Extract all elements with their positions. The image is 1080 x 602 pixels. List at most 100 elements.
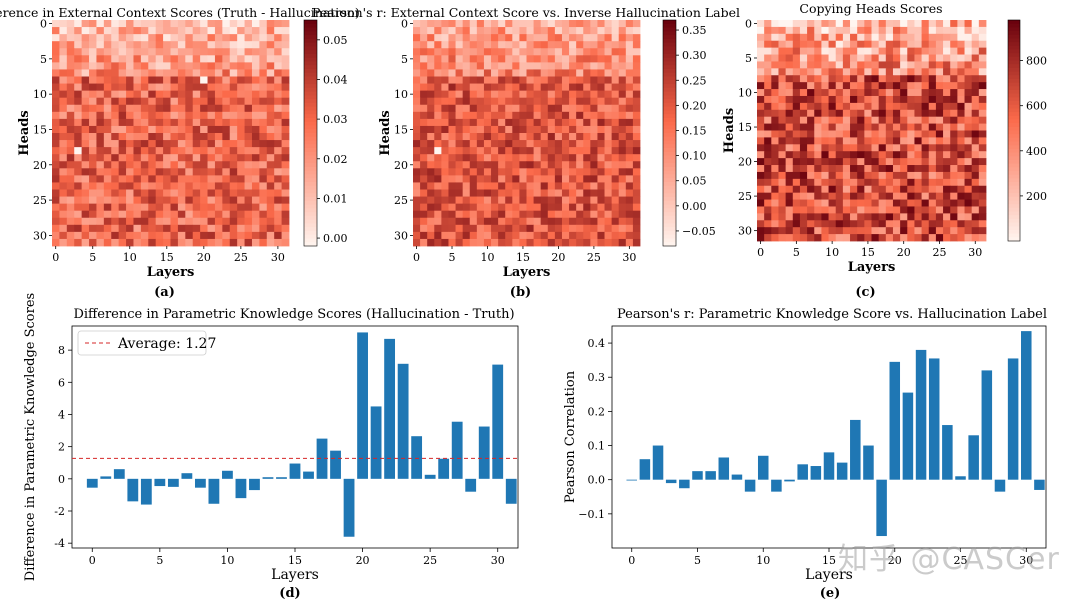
heat-cell (259, 20, 268, 28)
bar (397, 363, 409, 479)
heat-cell (857, 116, 865, 124)
heat-cell (266, 154, 275, 162)
heat-cell (441, 55, 449, 63)
heat-cell (266, 140, 275, 148)
heat-cell (907, 199, 915, 207)
heat-cell (757, 165, 765, 173)
heat-cell (625, 161, 634, 169)
heat-cell (512, 175, 520, 183)
heat-cell (74, 125, 83, 134)
heat-cell (413, 203, 421, 212)
heat-cell (885, 171, 894, 180)
heat-cell (964, 47, 973, 55)
heat-cell (814, 20, 822, 28)
heat-cell (914, 178, 922, 187)
heat-cell (885, 68, 894, 76)
heat-cell (207, 231, 216, 240)
heat-cell (476, 104, 485, 113)
heat-cell (251, 34, 260, 42)
heat-cell (126, 76, 134, 84)
heat-cell (52, 175, 60, 183)
colorbar-segment (1008, 89, 1020, 95)
heat-cell (140, 154, 149, 162)
heat-cell (964, 165, 973, 173)
heat-cell (155, 196, 164, 205)
heat-cell (259, 34, 268, 42)
heat-cell (274, 238, 282, 247)
heat-cell (554, 168, 563, 176)
heat-cell (74, 210, 83, 219)
heat-cell (512, 196, 520, 205)
heat-cell (434, 154, 442, 162)
heat-cell (540, 69, 549, 77)
heat-cell (140, 69, 149, 77)
heat-cell (828, 199, 837, 207)
heat-cell (799, 68, 808, 76)
heat-cell (266, 161, 275, 169)
heat-cell (281, 168, 290, 176)
heat-cell (214, 147, 223, 155)
heat-cell (163, 118, 171, 127)
bar (235, 478, 247, 499)
heat-cell (237, 83, 245, 92)
heat-cell (52, 69, 60, 77)
heat-cell (140, 238, 149, 247)
heat-cell (583, 133, 591, 141)
heat-cell (950, 102, 958, 111)
heat-cell (950, 26, 958, 35)
heat-cell (441, 90, 449, 99)
bar (167, 478, 179, 487)
heat-cell (907, 165, 915, 173)
heat-cell (871, 68, 880, 76)
heat-cell (785, 54, 794, 62)
heat-cell (251, 210, 260, 219)
heat-cell (785, 61, 794, 69)
heat-cell (177, 41, 186, 49)
heat-cell (807, 137, 815, 145)
heat-cell (89, 111, 97, 120)
heat-cell (148, 140, 157, 148)
heat-cell (266, 203, 275, 212)
heat-cell (491, 147, 499, 155)
heat-cell (632, 55, 641, 63)
heat-cell (885, 123, 894, 131)
heat-cell (476, 90, 485, 99)
heat-cell (89, 210, 97, 219)
heat-cell (935, 47, 944, 55)
heat-cell (842, 40, 851, 49)
colorbar-segment (304, 230, 317, 236)
heat-cell (792, 234, 801, 242)
heat-cell (900, 227, 908, 235)
heat-cell (462, 125, 471, 134)
heat-cell (569, 55, 577, 63)
heat-cell (222, 27, 231, 35)
heat-cell (943, 192, 951, 200)
heat-cell (561, 97, 570, 106)
heat-cell (476, 20, 485, 28)
heat-cell (785, 192, 794, 200)
heat-cell (96, 34, 105, 42)
heat-cell (89, 69, 97, 77)
heat-cell (850, 33, 858, 42)
heat-cell (244, 210, 253, 219)
heat-cell (126, 90, 134, 99)
heat-cell (778, 130, 787, 138)
heat-cell (200, 203, 208, 212)
heat-cell (229, 69, 238, 77)
x-tick-label: 10 (480, 251, 494, 264)
heat-cell (237, 217, 245, 226)
colorbar-segment (663, 136, 676, 142)
heat-cell (200, 83, 208, 92)
heat-cell (81, 125, 90, 134)
heat-cell (547, 133, 556, 141)
heat-cell (921, 102, 930, 111)
bar (505, 478, 517, 504)
colorbar-segment (304, 170, 317, 175)
heat-cell (74, 147, 83, 155)
heat-cell (505, 210, 513, 219)
heat-cell (914, 220, 922, 228)
colorbar-segment (1008, 101, 1020, 106)
colorbar-segment (663, 189, 676, 194)
bar (1034, 479, 1045, 490)
heat-cell (111, 76, 120, 84)
